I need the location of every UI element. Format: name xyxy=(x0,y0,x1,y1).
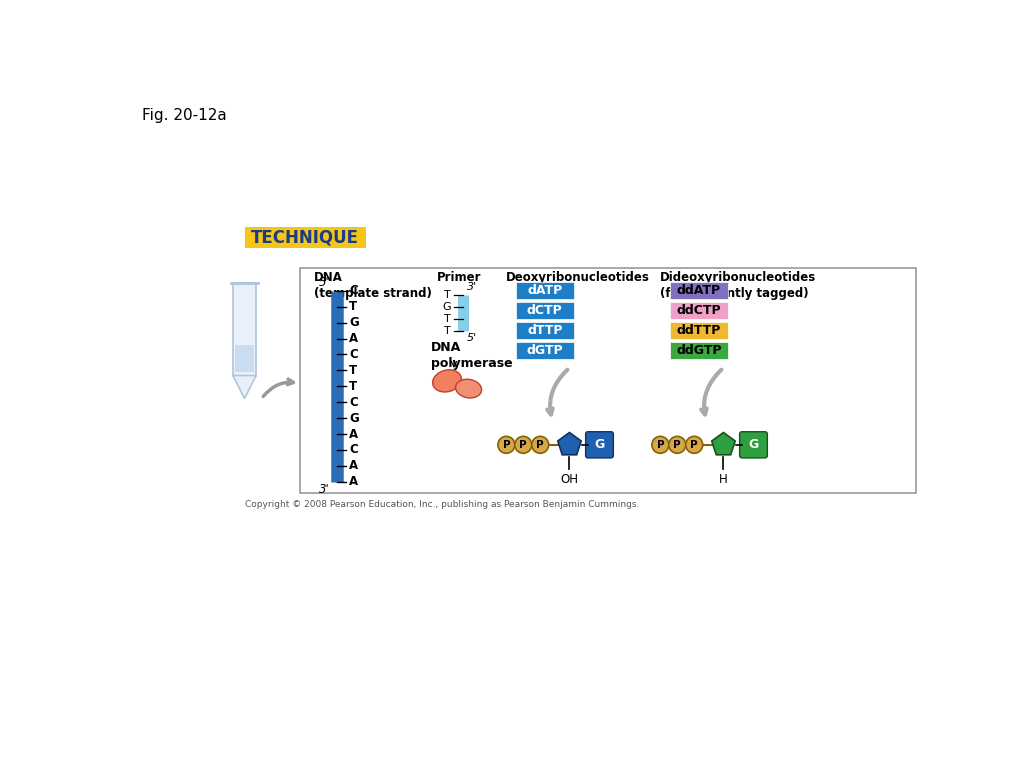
Text: DNA
(template strand): DNA (template strand) xyxy=(313,271,432,300)
Bar xyxy=(515,283,574,300)
Text: DNA
polymerase: DNA polymerase xyxy=(431,341,512,370)
Text: TECHNIQUE: TECHNIQUE xyxy=(251,229,359,247)
Text: G: G xyxy=(442,302,451,312)
Bar xyxy=(515,323,574,339)
Text: G: G xyxy=(349,316,359,329)
Text: A: A xyxy=(349,332,358,345)
Bar xyxy=(670,323,728,339)
Ellipse shape xyxy=(432,370,462,392)
Text: A: A xyxy=(349,459,358,472)
Text: 5': 5' xyxy=(467,333,477,343)
Circle shape xyxy=(652,436,669,453)
Text: A: A xyxy=(349,475,358,488)
Text: P: P xyxy=(537,440,544,450)
Text: C: C xyxy=(349,443,358,456)
Text: C: C xyxy=(349,284,358,297)
Text: T: T xyxy=(349,380,357,392)
Text: T: T xyxy=(349,300,357,313)
Text: dATP: dATP xyxy=(527,284,562,297)
Text: G: G xyxy=(349,412,359,425)
Text: Copyright © 2008 Pearson Education, Inc., publishing as Pearson Benjamin Cumming: Copyright © 2008 Pearson Education, Inc.… xyxy=(245,500,639,509)
Bar xyxy=(670,303,728,319)
Text: T: T xyxy=(444,326,451,336)
Circle shape xyxy=(498,436,515,453)
Text: ddCTP: ddCTP xyxy=(677,304,721,317)
Text: 3': 3' xyxy=(467,283,477,293)
Polygon shape xyxy=(233,376,256,399)
Text: A: A xyxy=(349,428,358,441)
Text: P: P xyxy=(656,440,665,450)
Bar xyxy=(670,283,728,300)
Text: Deoxyribonucleotides: Deoxyribonucleotides xyxy=(506,271,650,284)
Bar xyxy=(670,343,728,359)
Text: T: T xyxy=(444,314,451,324)
Circle shape xyxy=(515,436,531,453)
Bar xyxy=(245,227,367,249)
Text: P: P xyxy=(690,440,698,450)
Text: 3': 3' xyxy=(318,483,330,496)
Text: G: G xyxy=(594,439,604,452)
Text: T: T xyxy=(444,290,451,300)
Text: 5': 5' xyxy=(318,276,330,290)
Text: Primer: Primer xyxy=(437,271,481,284)
Text: G: G xyxy=(749,439,759,452)
Bar xyxy=(515,343,574,359)
Text: P: P xyxy=(519,440,527,450)
Text: dCTP: dCTP xyxy=(527,304,563,317)
Polygon shape xyxy=(558,432,582,455)
FancyBboxPatch shape xyxy=(586,432,613,458)
Text: dGTP: dGTP xyxy=(526,344,563,357)
Text: H: H xyxy=(719,472,728,485)
Text: ddGTP: ddGTP xyxy=(676,344,722,357)
Text: OH: OH xyxy=(560,472,579,485)
Bar xyxy=(233,283,256,376)
Text: ddTTP: ddTTP xyxy=(677,324,721,337)
Circle shape xyxy=(686,436,702,453)
Polygon shape xyxy=(712,432,735,455)
Text: C: C xyxy=(349,396,358,409)
Text: dTTP: dTTP xyxy=(527,324,562,337)
Bar xyxy=(236,345,254,372)
Text: P: P xyxy=(503,440,510,450)
Circle shape xyxy=(669,436,686,453)
Text: P: P xyxy=(674,440,681,450)
Bar xyxy=(515,303,574,319)
Text: ddATP: ddATP xyxy=(677,284,721,297)
Circle shape xyxy=(531,436,549,453)
Bar xyxy=(300,268,915,492)
Text: Fig. 20-12a: Fig. 20-12a xyxy=(142,108,227,123)
FancyBboxPatch shape xyxy=(739,432,767,458)
Text: C: C xyxy=(349,348,358,361)
Text: T: T xyxy=(349,364,357,377)
Ellipse shape xyxy=(456,379,481,398)
Text: Dideoxyribonucleotides
(fluorescently tagged): Dideoxyribonucleotides (fluorescently ta… xyxy=(660,271,816,300)
